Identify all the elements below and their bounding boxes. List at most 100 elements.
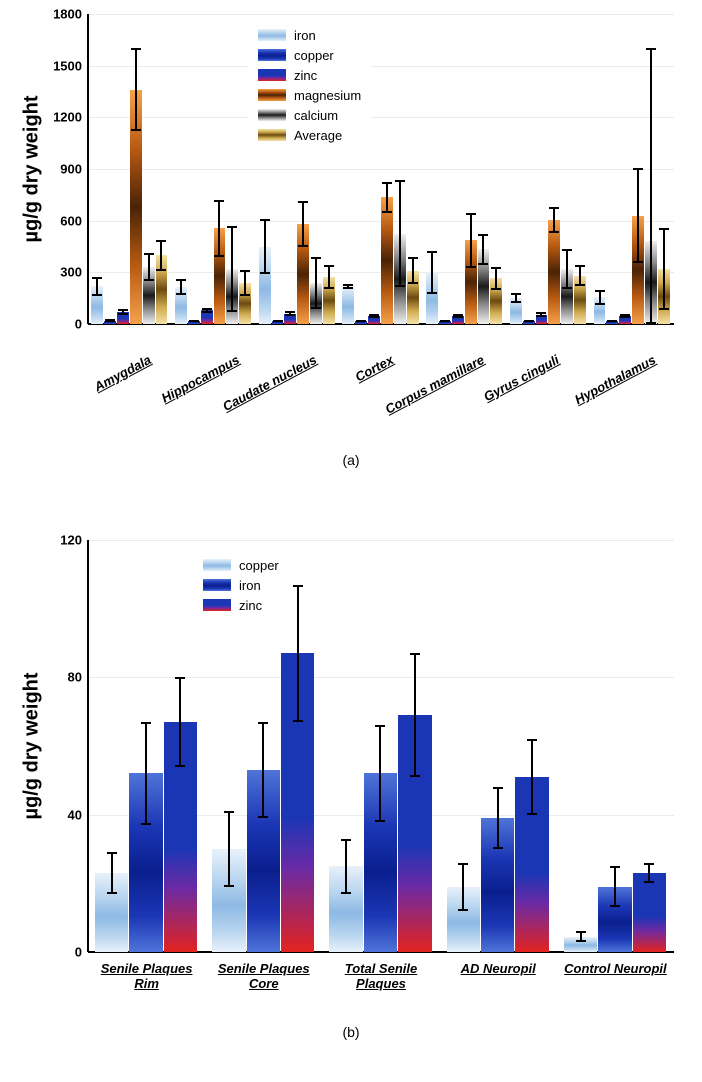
error-bar (579, 265, 581, 286)
error-bar (328, 265, 330, 289)
error-cap (285, 311, 295, 313)
bar (368, 316, 380, 324)
bar (598, 887, 631, 952)
legend-label: magnesium (294, 88, 361, 103)
y-axis (87, 540, 89, 952)
error-cap (395, 180, 405, 182)
ytick-label: 0 (75, 945, 88, 960)
bar (439, 321, 451, 324)
error-cap (576, 940, 586, 942)
error-cap (131, 129, 141, 131)
error-cap (562, 249, 572, 251)
error-bar (262, 722, 264, 818)
legend-label: iron (239, 578, 261, 593)
bar (156, 255, 168, 324)
error-bar (160, 240, 162, 271)
error-cap (176, 279, 186, 281)
bar (329, 866, 362, 952)
error-cap (527, 739, 537, 741)
error-bar (663, 228, 665, 311)
error-cap (214, 200, 224, 202)
gridline (88, 66, 674, 67)
error-cap (202, 311, 212, 313)
x-category-label: Control Neuropil (558, 962, 673, 977)
legend-item: calcium (258, 106, 361, 124)
error-cap (324, 265, 334, 267)
legend-item: zinc (258, 66, 361, 84)
error-cap (575, 284, 585, 286)
legend: ironcopperzincmagnesiumcalciumAverage (248, 18, 371, 152)
error-bar (135, 48, 137, 131)
figure-container: 0300600900120015001800µg/g dry weightAmy… (0, 0, 702, 1082)
x-category-label: AD Neuropil (441, 962, 556, 977)
x-category-label: Gyrus cinguli (481, 352, 561, 404)
ytick-label: 600 (60, 213, 88, 228)
ytick-label: 300 (60, 265, 88, 280)
error-bar (231, 226, 233, 312)
bar (619, 316, 631, 324)
x-category-label: Amygdala (91, 352, 153, 394)
bar (91, 286, 103, 324)
error-cap (369, 316, 379, 318)
error-cap (131, 48, 141, 50)
bar (104, 321, 116, 324)
legend-swatch (258, 129, 286, 141)
bar (342, 286, 354, 324)
error-cap (458, 909, 468, 911)
legend-label: zinc (294, 68, 317, 83)
error-bar (553, 207, 555, 233)
error-bar (399, 180, 401, 287)
bar (188, 321, 200, 324)
error-bar (531, 739, 533, 815)
ytick-label: 1500 (53, 58, 88, 73)
error-cap (408, 282, 418, 284)
error-bar (482, 234, 484, 265)
bar (548, 220, 560, 324)
error-bar (566, 249, 568, 289)
bar (594, 297, 606, 324)
bar (201, 310, 213, 324)
error-cap (343, 287, 353, 289)
bar (515, 777, 548, 952)
error-cap (92, 294, 102, 296)
error-cap (214, 255, 224, 257)
error-bar (412, 257, 414, 285)
error-cap (491, 267, 501, 269)
error-bar (614, 866, 616, 907)
bar (355, 321, 367, 324)
bar (130, 90, 142, 324)
error-bar (650, 48, 652, 324)
error-cap (240, 270, 250, 272)
error-cap (156, 269, 166, 271)
error-cap (562, 287, 572, 289)
x-category-label: Hypothalamus (572, 352, 658, 407)
error-cap (343, 284, 353, 286)
error-cap (511, 301, 521, 303)
bar (481, 818, 514, 952)
error-cap (311, 257, 321, 259)
bar (447, 887, 480, 952)
bar (323, 277, 335, 324)
bar (117, 312, 129, 324)
error-bar (264, 219, 266, 274)
error-cap (610, 905, 620, 907)
error-cap (324, 287, 334, 289)
legend-swatch (258, 109, 286, 121)
error-cap (227, 226, 237, 228)
legend-item: iron (203, 576, 279, 594)
error-cap (491, 288, 501, 290)
bar (658, 269, 670, 324)
error-cap (375, 725, 385, 727)
legend-item: iron (258, 26, 361, 44)
bar (564, 937, 597, 952)
error-cap (105, 320, 115, 322)
error-bar (315, 257, 317, 309)
bar (129, 773, 162, 952)
error-cap (175, 677, 185, 679)
error-cap (576, 931, 586, 933)
ytick-label: 1800 (53, 7, 88, 22)
bar (212, 849, 245, 952)
error-bar (302, 201, 304, 248)
x-category-label: Senile PlaquesCore (206, 962, 321, 992)
ytick-label: 1200 (53, 110, 88, 125)
